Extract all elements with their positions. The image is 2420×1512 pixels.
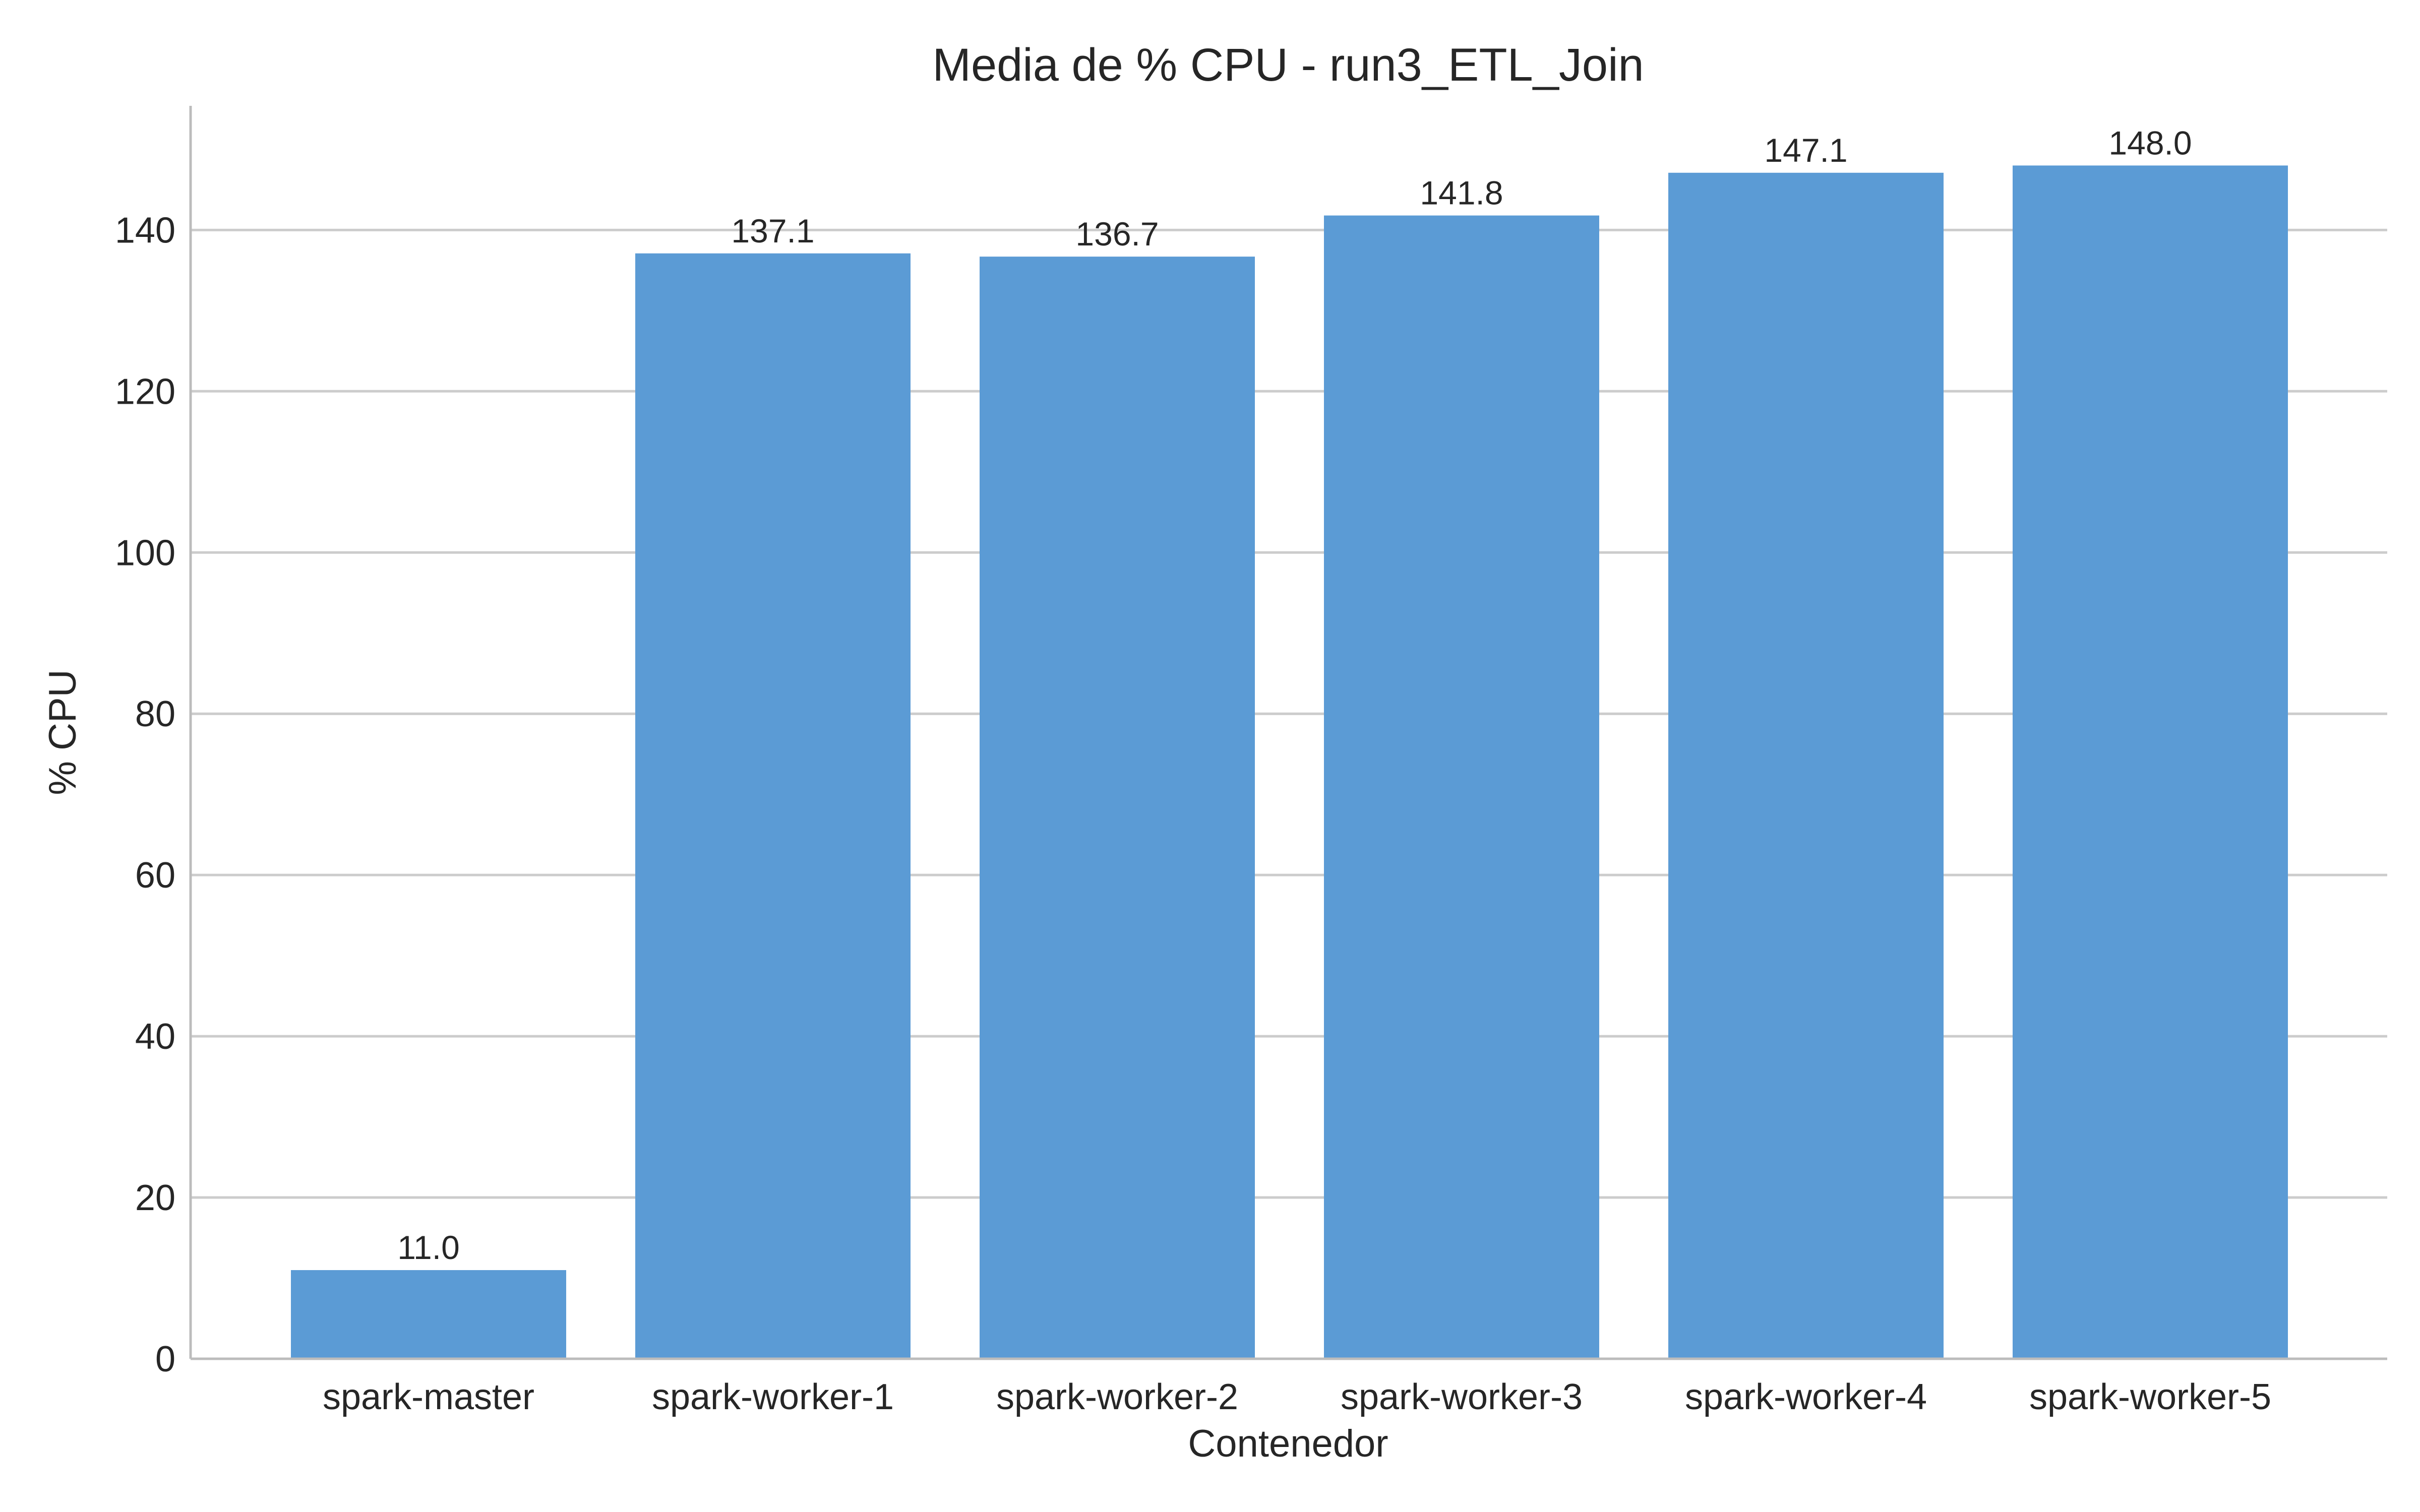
bar-value-label: 11.0 bbox=[397, 1229, 460, 1266]
y-tick-label: 0 bbox=[155, 1339, 175, 1379]
x-axis-label: Contenedor bbox=[1188, 1422, 1388, 1465]
y-tick-label: 60 bbox=[135, 855, 175, 896]
y-ticks: 0 20 40 60 80 100 120 140 bbox=[115, 210, 175, 1379]
gridlines bbox=[191, 228, 2387, 1199]
bars bbox=[291, 165, 2288, 1359]
bar-spark-worker-3 bbox=[1324, 215, 1599, 1359]
bar-value-label: 148.0 bbox=[2108, 124, 2192, 161]
y-tick-label: 20 bbox=[135, 1178, 175, 1218]
bar-spark-master bbox=[291, 1270, 566, 1359]
chart-title: Media de % CPU - run3_ETL_Join bbox=[932, 39, 1644, 91]
axes bbox=[189, 106, 2387, 1360]
bar-spark-worker-1 bbox=[635, 253, 911, 1359]
x-tick-label: spark-worker-4 bbox=[1685, 1377, 1927, 1417]
y-tick-label: 100 bbox=[115, 533, 175, 573]
bar-value-label: 137.1 bbox=[731, 212, 814, 249]
y-axis-label: % CPU bbox=[41, 669, 84, 795]
y-tick-label: 140 bbox=[115, 210, 175, 250]
x-ticks: spark-master spark-worker-1 spark-worker-2… bbox=[323, 1377, 2271, 1417]
bar-value-label: 147.1 bbox=[1764, 132, 1847, 169]
bar-spark-worker-4 bbox=[1668, 172, 1944, 1359]
x-tick-label: spark-worker-1 bbox=[652, 1377, 894, 1417]
bar-spark-worker-5 bbox=[2013, 165, 2288, 1359]
bar-value-label: 136.7 bbox=[1075, 215, 1159, 253]
x-tick-label: spark-worker-5 bbox=[2029, 1377, 2271, 1417]
data-labels: 11.0 137.1 136.7 141.8 147.1 148.0 bbox=[397, 124, 2192, 1266]
bar-value-label: 141.8 bbox=[1420, 174, 1503, 212]
x-tick-label: spark-master bbox=[323, 1377, 534, 1417]
y-tick-label: 40 bbox=[135, 1017, 175, 1057]
bar-spark-worker-2 bbox=[980, 257, 1255, 1359]
y-tick-label: 80 bbox=[135, 694, 175, 734]
x-tick-label: spark-worker-3 bbox=[1341, 1377, 1583, 1417]
x-tick-label: spark-worker-2 bbox=[996, 1377, 1238, 1417]
y-tick-label: 120 bbox=[115, 371, 175, 412]
